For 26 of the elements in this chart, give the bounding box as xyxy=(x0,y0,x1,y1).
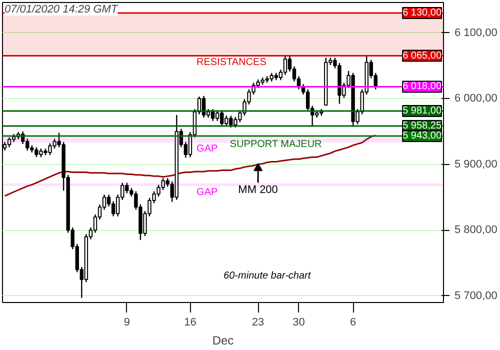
x-tick-label: 23 xyxy=(252,316,264,328)
band-label: GAP xyxy=(196,144,218,155)
y-tick-label: 5 800,00 xyxy=(454,224,498,236)
ref-line-label: 5 981,00 xyxy=(402,106,442,117)
y-tick-label: 6 100,00 xyxy=(454,26,498,39)
annotation: MM 200 xyxy=(238,184,278,196)
band-label: RESISTANCES xyxy=(196,56,267,68)
band-label: GAP xyxy=(196,187,218,198)
line-series xyxy=(4,134,376,197)
y-tick-label: 5 900,00 xyxy=(454,158,498,170)
ref-line-label: 5 958,25 xyxy=(402,120,442,132)
x-tick-label: 16 xyxy=(184,316,196,328)
ref-line-label: 5 943,00 xyxy=(402,130,442,142)
chart-title: 07/01/2020 14:29 GMT xyxy=(4,4,119,16)
x-tick-label: 6 xyxy=(350,316,356,328)
annotation: 60-minute bar-chart xyxy=(224,270,312,282)
x-tick-label: 30 xyxy=(292,316,305,328)
candlestick xyxy=(306,88,310,112)
x-axis-title: Dec xyxy=(212,334,234,348)
candlestick xyxy=(7,136,12,148)
y-tick-label: 5 700,00 xyxy=(454,290,498,302)
candlestick xyxy=(111,200,116,217)
y-tick-label: 6 000,00 xyxy=(454,92,498,105)
annotation: SUPPORT MAJEUR xyxy=(230,139,322,150)
candlestick xyxy=(283,56,288,76)
x-tick-label: 9 xyxy=(124,316,130,328)
